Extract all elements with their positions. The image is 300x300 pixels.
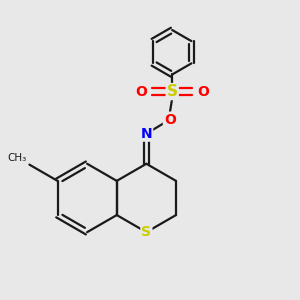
- Text: O: O: [198, 85, 210, 99]
- Text: S: S: [167, 84, 178, 99]
- Text: O: O: [135, 85, 147, 99]
- Text: CH₃: CH₃: [8, 153, 27, 163]
- Text: O: O: [164, 112, 176, 127]
- Text: N: N: [141, 127, 152, 141]
- Text: S: S: [141, 225, 152, 239]
